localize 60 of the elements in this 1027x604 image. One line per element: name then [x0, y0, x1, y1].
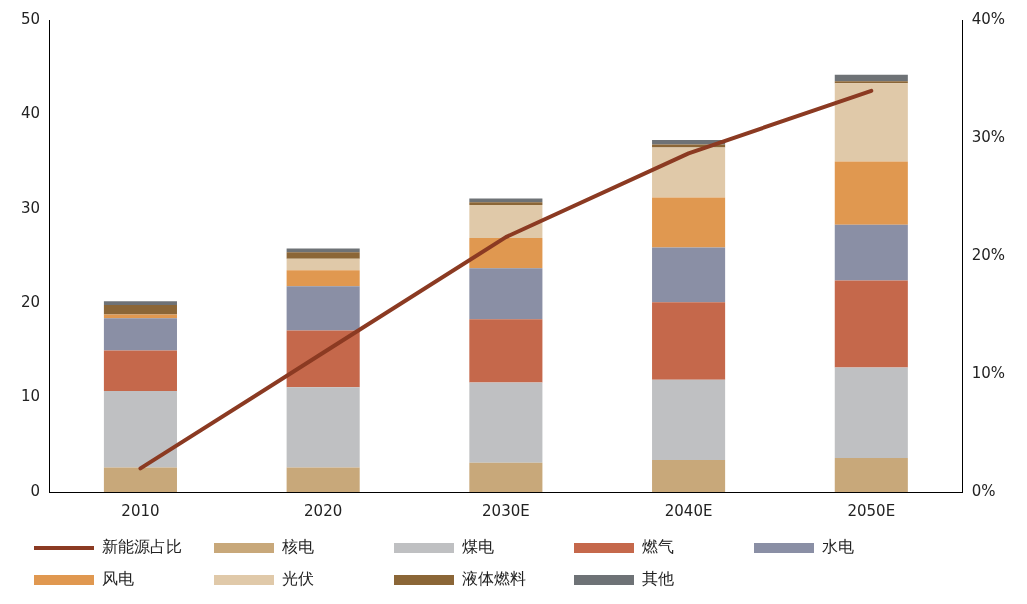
bar: [469, 319, 543, 383]
bar: [469, 238, 543, 269]
legend-label: 燃气: [642, 537, 738, 557]
y-tick-label: 50: [20, 9, 41, 28]
bar: [834, 83, 908, 162]
bar: [103, 301, 177, 306]
legend-label: 液体燃料: [462, 569, 558, 589]
bar: [286, 270, 360, 287]
bar: [652, 147, 726, 198]
legend-label: 核电: [281, 537, 378, 557]
y-tick-label: 10: [20, 387, 41, 406]
y-tick-label: 30: [20, 198, 41, 217]
bar: [652, 197, 726, 248]
bar: [834, 161, 908, 225]
legend-label: 光伏: [282, 569, 378, 589]
x-tick-label: 2040E: [664, 501, 713, 520]
bar: [834, 224, 908, 281]
x-tick-label: 2020: [304, 501, 343, 520]
y-tick-label: 20: [20, 293, 41, 312]
bar: [103, 350, 177, 391]
bar: [103, 467, 177, 492]
bar: [469, 202, 543, 206]
y2-tick-label: 30%: [971, 127, 1005, 146]
bar: [286, 467, 360, 492]
y-tick-label: 40: [20, 104, 41, 123]
bar: [103, 305, 177, 315]
bar: [103, 390, 177, 468]
bar: [469, 268, 543, 320]
bar: [834, 367, 908, 459]
bar: [652, 379, 726, 460]
bar: [469, 382, 543, 463]
y2-tick-label: 40%: [971, 9, 1005, 28]
bar: [286, 387, 360, 468]
x-tick-label: 2050E: [847, 501, 896, 520]
legend-label: 风电: [102, 569, 198, 589]
bar: [469, 462, 543, 492]
bar: [286, 258, 360, 271]
y2-tick-label: 20%: [971, 245, 1005, 264]
legend-label: 煤电: [462, 537, 558, 557]
bar: [652, 247, 726, 303]
y2-tick-label: 10%: [971, 363, 1005, 382]
x-tick-label: 2030E: [482, 501, 530, 520]
bar: [469, 205, 543, 239]
legend-label: 其他: [642, 569, 738, 589]
bar: [652, 302, 726, 380]
bar: [103, 318, 177, 351]
x-tick-label: 2010: [121, 501, 160, 520]
bar: [834, 280, 908, 368]
bar: [286, 248, 360, 253]
bar: [834, 458, 908, 492]
bar: [286, 330, 360, 388]
bar: [652, 459, 726, 492]
legend-label: 水电: [822, 537, 918, 557]
y2-tick-label: 0%: [971, 481, 996, 500]
legend-label: 新能源占比: [102, 537, 198, 557]
y-tick-label: 0: [30, 481, 41, 500]
bar: [286, 252, 360, 259]
bar: [834, 74, 908, 82]
bar: [469, 198, 543, 203]
bar: [286, 286, 360, 331]
